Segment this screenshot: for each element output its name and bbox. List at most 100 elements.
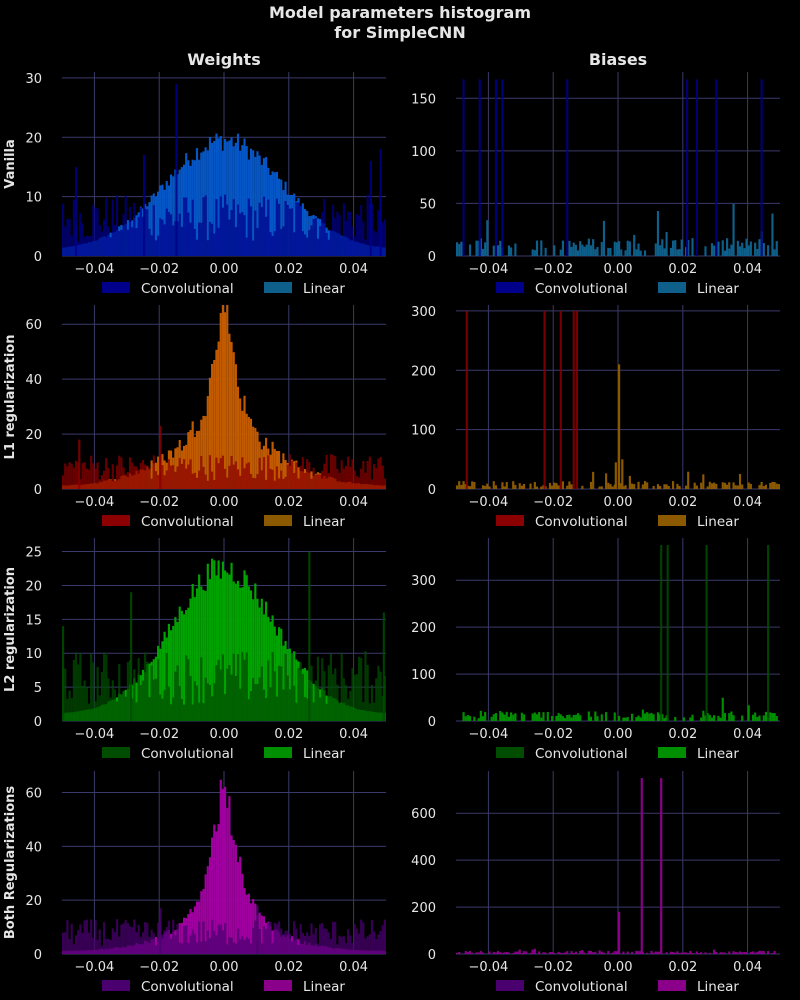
histogram-bar-convolutional (357, 215, 361, 256)
histogram-bar-convolutional (189, 935, 192, 954)
histogram-bar-convolutional (215, 665, 218, 721)
histogram-bar-linear (252, 426, 255, 489)
histogram-bar-linear (771, 481, 774, 489)
histogram-bar-convolutional (170, 214, 173, 256)
histogram-bar-linear (239, 856, 242, 954)
histogram-bar-convolutional (370, 479, 374, 489)
histogram-bar-convolutional (334, 921, 337, 954)
histogram-bar-linear (230, 341, 233, 489)
histogram-bar-linear (684, 485, 688, 489)
histogram-bar-linear (710, 717, 714, 721)
histogram-bar-linear (592, 239, 595, 256)
histogram-bar-linear (213, 359, 216, 489)
histogram-bar-convolutional (316, 474, 320, 489)
histogram-spike-linear (618, 911, 621, 954)
legend-label: Linear (697, 281, 739, 297)
histogram-bar-convolutional (260, 943, 263, 954)
histogram-bar-convolutional (219, 924, 222, 954)
histogram-bar-convolutional (193, 933, 196, 954)
histogram-bar-convolutional (81, 463, 84, 489)
histogram-bar-linear (516, 951, 519, 954)
histogram-bar-linear (249, 590, 253, 721)
histogram-bar-linear (613, 951, 616, 954)
histogram-bar-convolutional (325, 703, 328, 721)
histogram-bar-convolutional (154, 471, 158, 489)
histogram-bar-linear (620, 249, 623, 256)
histogram-spike-linear (621, 459, 624, 489)
histogram-bar-convolutional (295, 702, 298, 721)
histogram-bar-convolutional (191, 929, 194, 954)
histogram-bar-linear (758, 485, 761, 489)
histogram-bar-linear (708, 714, 711, 721)
histogram-bar-linear (641, 484, 644, 489)
histogram-bar-linear (751, 714, 755, 721)
histogram-bar-linear (249, 148, 253, 256)
histogram-bar-convolutional (189, 222, 192, 256)
histogram-bar-convolutional (215, 457, 218, 489)
histogram-bar-linear (154, 196, 158, 256)
histogram-bar-linear (488, 486, 491, 489)
histogram-bar-convolutional (128, 457, 132, 489)
y-tick-label: 30 (25, 72, 42, 87)
histogram-bar-linear (730, 711, 733, 721)
histogram-bar-linear (247, 586, 250, 721)
histogram-bar-convolutional (83, 920, 86, 954)
histogram-bar-convolutional (200, 941, 203, 954)
histogram-bar-convolutional (275, 924, 278, 954)
histogram-bar-convolutional (284, 930, 287, 954)
histogram-bar-linear (548, 482, 552, 489)
histogram-bar-linear (587, 238, 590, 256)
histogram-bar-linear (773, 482, 776, 489)
histogram-bar-linear (232, 581, 235, 721)
histogram-bar-linear (488, 951, 491, 954)
histogram-bar-linear (605, 473, 608, 489)
histogram-bar-linear (520, 485, 523, 489)
histogram-bar-convolutional (193, 472, 196, 489)
histogram-bar-convolutional (116, 701, 119, 721)
histogram-bar-convolutional (152, 933, 155, 954)
histogram-bar-linear (663, 718, 666, 721)
histogram-bar-convolutional (347, 929, 350, 954)
legend-label: Linear (303, 514, 345, 530)
histogram-bar-linear (260, 598, 263, 721)
histogram-bar-linear (587, 711, 590, 721)
histogram-bar-convolutional (319, 474, 322, 489)
legend-swatch (658, 282, 686, 293)
histogram-bar-linear (756, 951, 759, 954)
histogram-bar-linear (561, 716, 564, 721)
histogram-bar-convolutional (85, 919, 88, 954)
histogram-bar-linear (663, 484, 666, 489)
histogram-bar-convolutional (373, 230, 376, 256)
histogram-bar-convolutional (228, 465, 231, 489)
histogram-bar-linear (691, 238, 694, 256)
histogram-bar-convolutional (157, 475, 160, 489)
histogram-bar-linear (637, 481, 640, 489)
histogram-bar-convolutional (154, 678, 158, 721)
histogram-bar-linear (758, 239, 761, 256)
histogram-bar-linear (719, 952, 722, 954)
histogram-bar-convolutional (262, 196, 266, 256)
histogram-bar-linear (499, 240, 502, 256)
histogram-bar-linear (252, 599, 255, 721)
histogram-bar-convolutional (122, 923, 125, 954)
histogram-bar-convolutional (103, 922, 106, 954)
legend-label: Convolutional (141, 514, 234, 530)
histogram-bar-convolutional (329, 454, 332, 489)
histogram-bar-linear (486, 220, 489, 256)
histogram-bar-linear (568, 481, 571, 489)
histogram-bar-convolutional (226, 668, 229, 721)
histogram-bar-linear (773, 713, 776, 721)
histogram-bar-linear (570, 717, 573, 721)
histogram-bar-linear (167, 623, 170, 721)
histogram-bar-linear (458, 951, 461, 954)
histogram-spike-convolutional (308, 551, 311, 721)
histogram-bar-convolutional (202, 197, 205, 256)
histogram-bar-convolutional (148, 697, 151, 721)
x-tick-label: −0.04 (74, 960, 114, 975)
histogram-bar-convolutional (323, 198, 326, 256)
histogram-bar-convolutional (182, 925, 186, 954)
histogram-bar-linear (736, 952, 739, 954)
histogram-bar-convolutional (338, 214, 341, 256)
x-tick-label: 0.00 (604, 495, 633, 510)
histogram-bar-convolutional (98, 479, 101, 489)
